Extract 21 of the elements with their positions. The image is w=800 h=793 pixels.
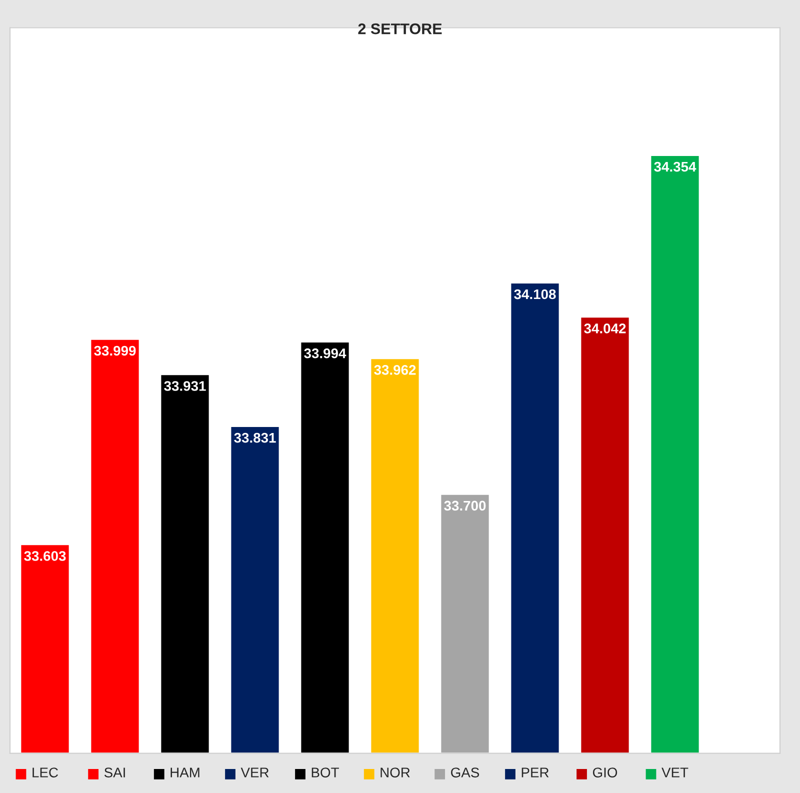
data-label: 34.354	[654, 162, 696, 172]
data-label: 33.700	[444, 500, 486, 511]
data-label: 33.931	[164, 381, 206, 391]
x-tick-label: GIO	[592, 768, 618, 778]
data-label: 33.962	[374, 365, 416, 375]
x-tick-label: HAM	[170, 768, 200, 778]
data-label: 33.994	[304, 348, 346, 358]
x-tick-label: LEC	[32, 768, 58, 778]
x-tick-label: VET	[662, 768, 688, 778]
x-tick-label: PER	[522, 768, 549, 778]
x-tick-label: GAS	[451, 768, 480, 778]
x-tick-label: BOT	[312, 768, 339, 778]
x-tick-label: NOR	[380, 768, 410, 778]
x-tick-label: SAI	[104, 768, 125, 778]
data-label: 33.831	[234, 432, 276, 443]
data-label: 34.108	[514, 289, 556, 300]
data-label: 33.603	[24, 551, 66, 561]
data-label: 33.999	[94, 346, 136, 356]
data-label: 34.042	[584, 324, 626, 334]
chart-title: 2 SETTORE	[358, 23, 442, 34]
x-tick-label: VER	[240, 768, 269, 778]
